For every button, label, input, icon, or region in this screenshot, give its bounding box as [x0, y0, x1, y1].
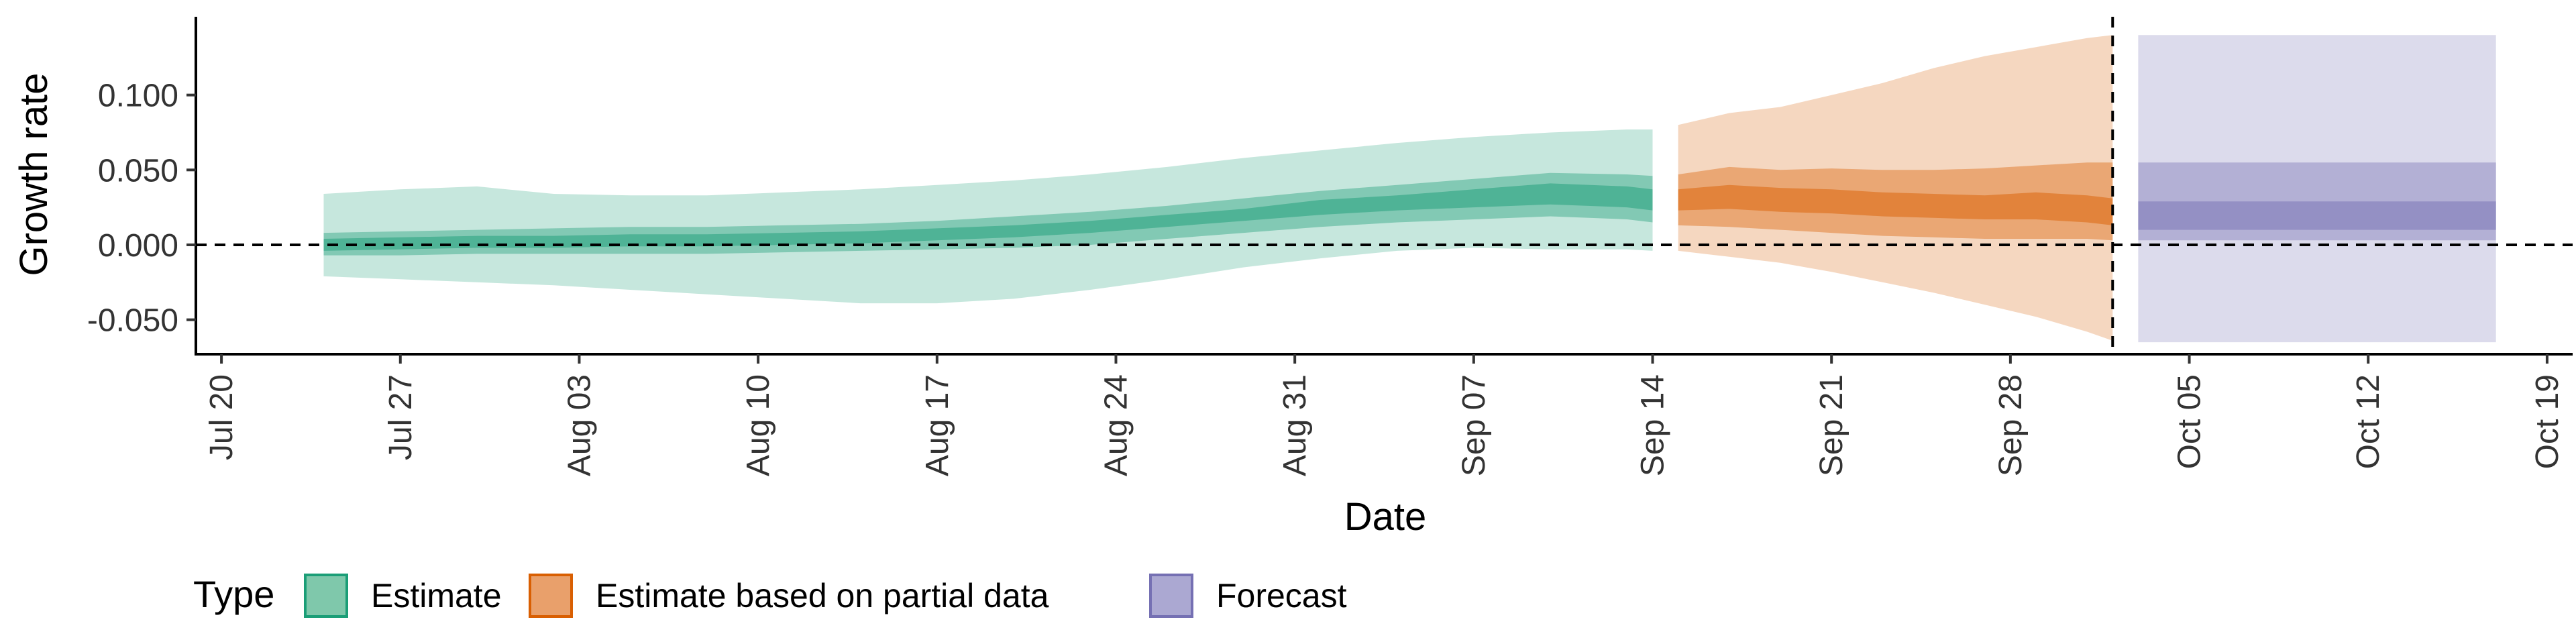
y-tick-label: 0.100: [98, 78, 178, 114]
band-estimate-based-on-partial-data-20: [1678, 184, 2113, 225]
legend-label: Forecast: [1216, 577, 1347, 614]
x-tick-label: Sep 21: [1814, 374, 1849, 476]
x-tick-label: Sep 14: [1635, 374, 1671, 476]
x-tick-label: Oct 19: [2530, 374, 2565, 469]
y-tick-label: 0.000: [98, 228, 178, 264]
reference-lines: [196, 17, 2573, 354]
ribbon-layer: [323, 35, 2496, 343]
x-axis-title: Date: [1344, 495, 1427, 539]
x-tick-label: Aug 10: [741, 374, 776, 476]
legend-swatch: [1149, 574, 1193, 618]
legend-swatch: [529, 574, 573, 618]
x-tick-label: Jul 27: [383, 374, 419, 460]
x-tick-label: Aug 03: [561, 374, 597, 476]
x-tick-label: Oct 12: [2351, 374, 2386, 469]
band-estimate-based-on-partial-data-90: [1678, 35, 2113, 341]
x-tick-label: Aug 31: [1277, 374, 1313, 476]
band-estimate-20: [323, 183, 1653, 251]
legend-label: Estimate based on partial data: [596, 577, 1049, 614]
band-forecast-90: [2138, 35, 2496, 343]
band-estimate-90: [323, 129, 1653, 304]
band-forecast-20: [2138, 201, 2496, 230]
y-tick-label: 0.050: [98, 153, 178, 189]
x-tick-label: Aug 17: [920, 374, 955, 476]
x-tick-label: Jul 20: [204, 374, 239, 460]
y-tick-label: -0.050: [87, 303, 178, 339]
legend-swatch: [304, 574, 348, 618]
x-tick-label: Sep 07: [1456, 374, 1492, 476]
legend-label: Estimate: [371, 577, 502, 614]
legend-title: Type: [193, 573, 274, 615]
x-tick-label: Aug 24: [1098, 374, 1134, 476]
axes: -0.050 0.000 0.050 0.100 Jul 20 Jul 27 Aug 03 A…: [87, 17, 2573, 476]
x-tick-label: Oct 05: [2172, 374, 2208, 469]
y-axis-title: Growth rate: [12, 73, 56, 276]
legend: Type Estimate Estimate based on partial da…: [193, 573, 1347, 618]
x-tick-label: Sep 28: [1993, 374, 2029, 476]
